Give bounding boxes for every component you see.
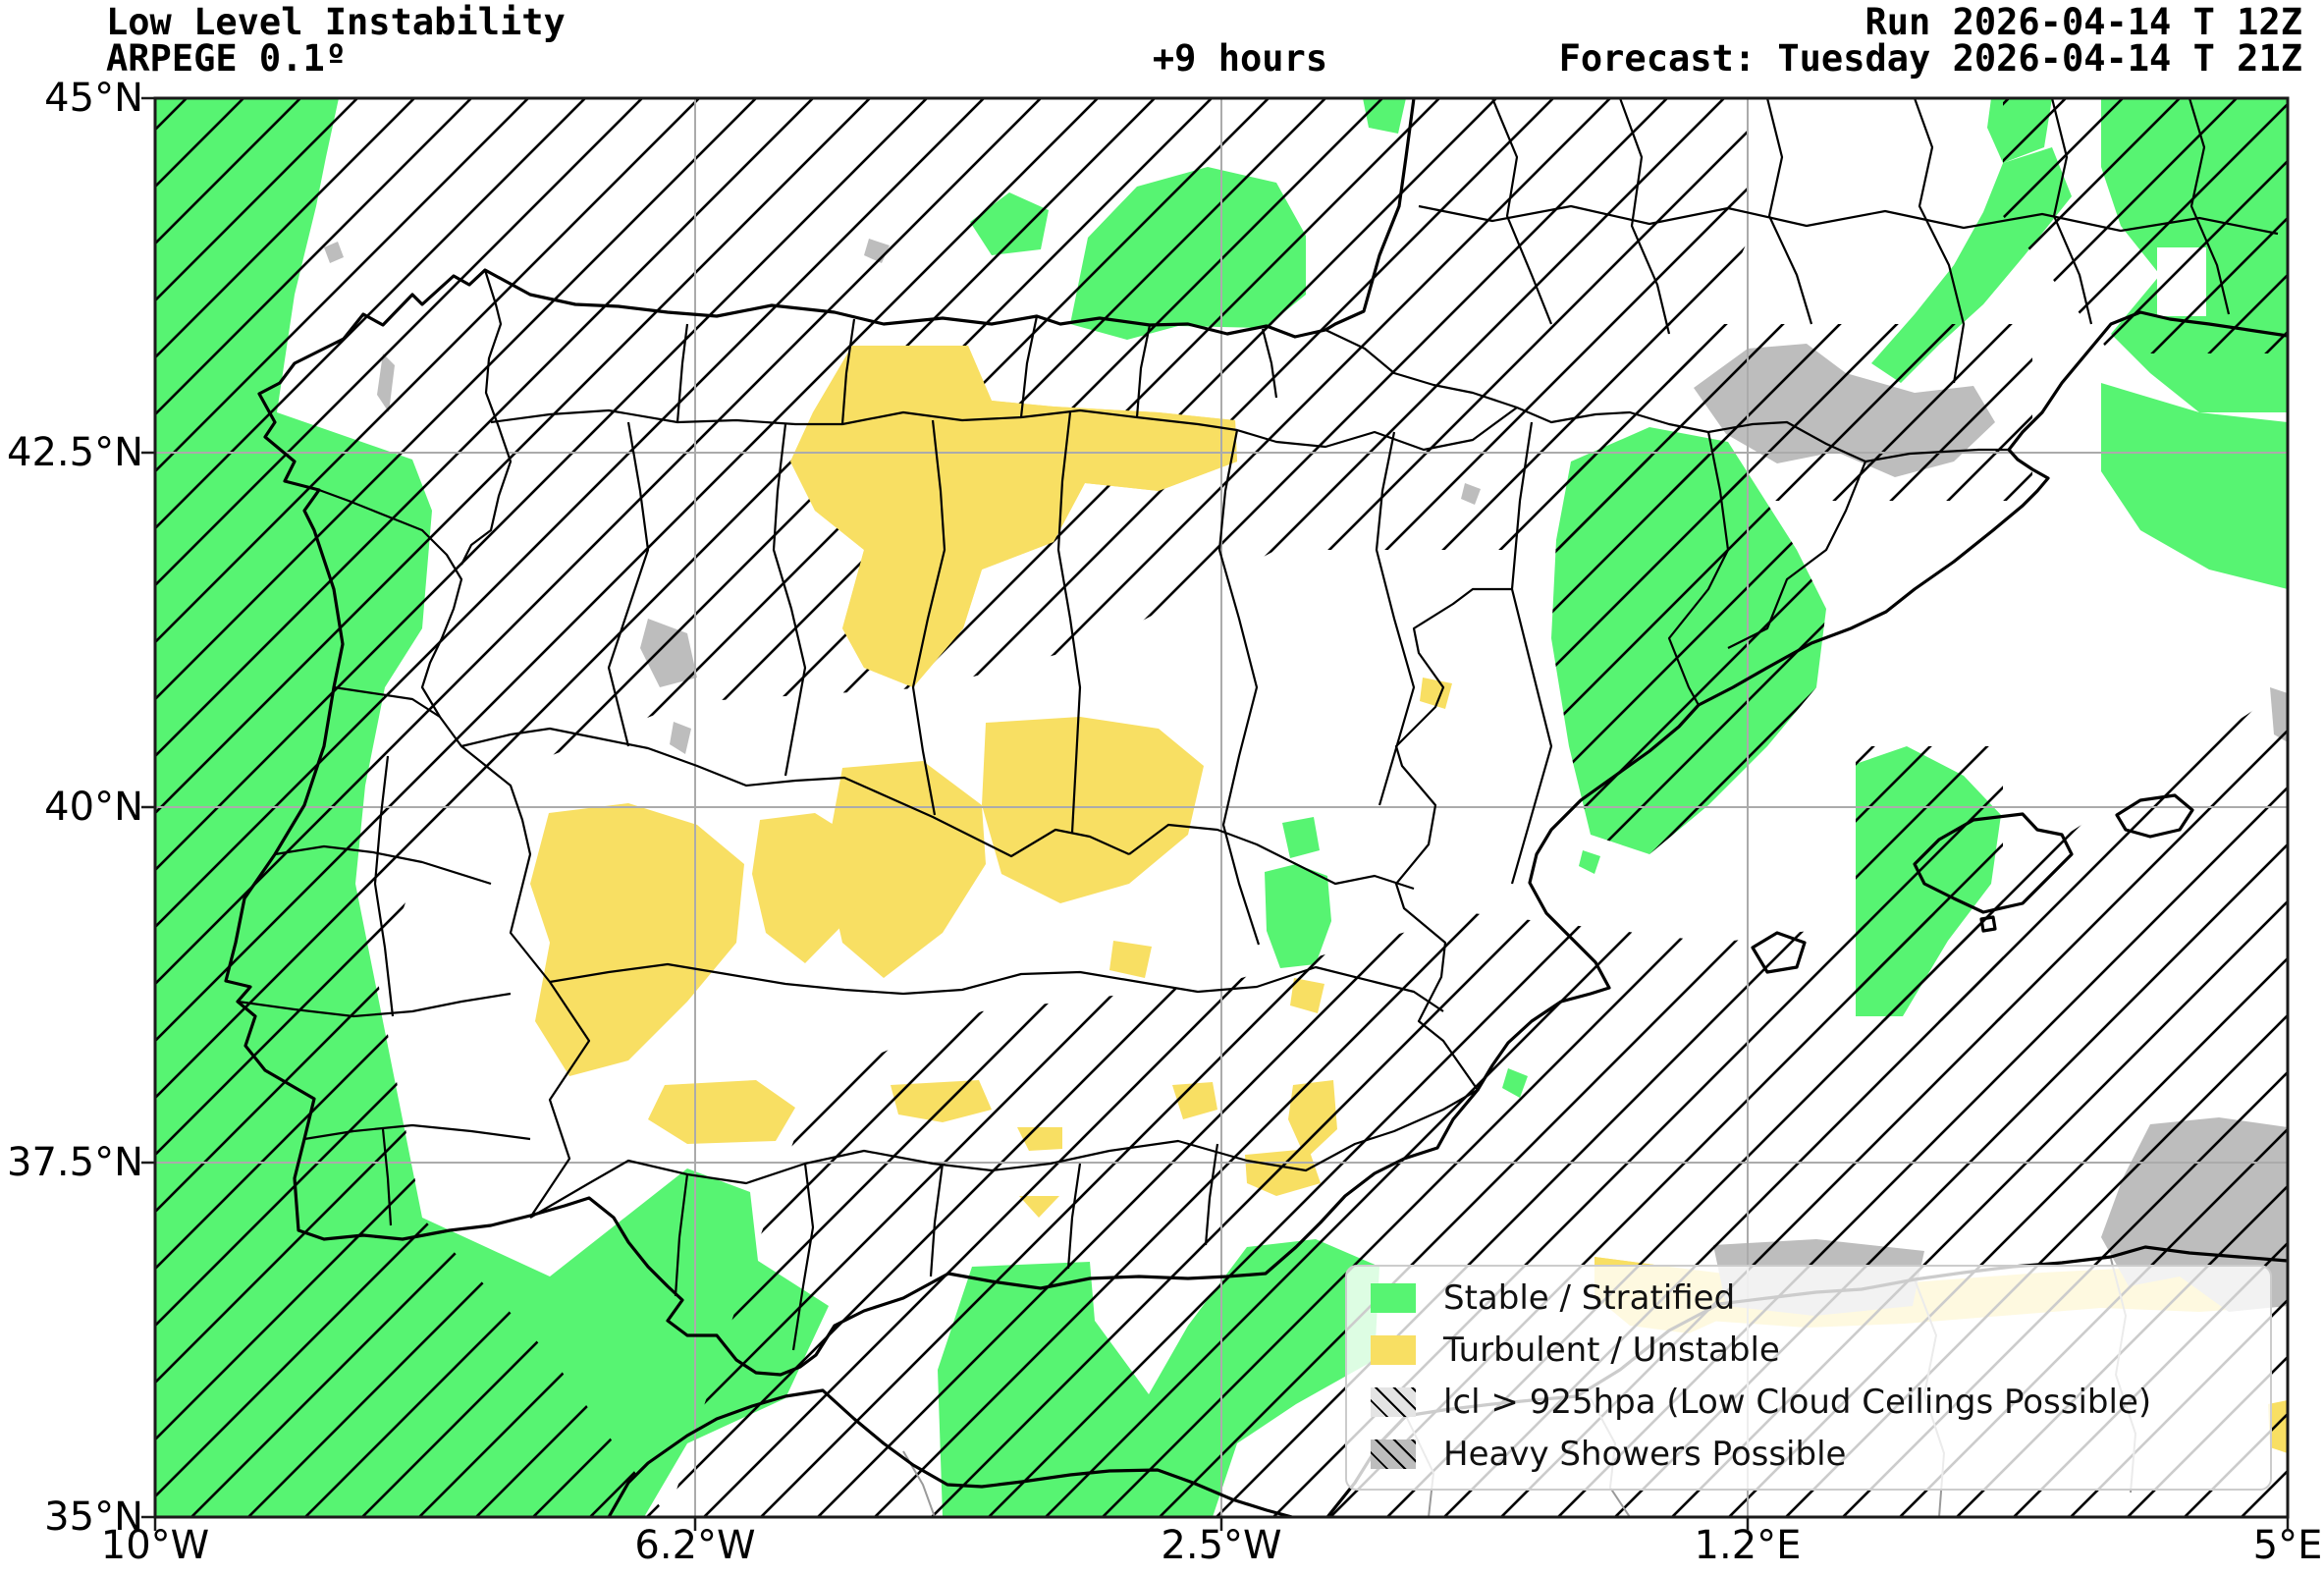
turbulent-swatch [1371, 1335, 1416, 1365]
ytick-40n: 40°N [44, 785, 143, 830]
turbulent-region-top [790, 346, 1237, 687]
legend-item-lcl: lcl > 925hpa (Low Cloud Ceilings Possibl… [1371, 1383, 2270, 1422]
legend-label: Stable / Stratified [1443, 1278, 1736, 1318]
run-label: Run 2026-04-14 T 12Z [1865, 1, 2302, 43]
legend-item-stable: Stable / Stratified [1371, 1278, 2270, 1318]
admin-borders [237, 98, 2279, 1351]
ytick-35n: 35°N [44, 1494, 143, 1540]
plot-frame [153, 96, 2290, 1519]
xtick-10w: 10°W [100, 1523, 210, 1568]
xtick-6-2w: 6.2°W [634, 1523, 756, 1568]
ytick-37-5n: 37.5°N [7, 1140, 143, 1185]
coastline [224, 98, 2288, 1517]
xtick-2-5w: 2.5°W [1161, 1523, 1282, 1568]
heavy-showers-swatch [1371, 1439, 1416, 1469]
legend-item-turbulent: Turbulent / Unstable [1371, 1331, 2270, 1370]
xtick-1-2e: 1.2°E [1694, 1523, 1802, 1568]
xtick-5e: 5°E [2252, 1523, 2323, 1568]
lcl-hatch-swatch [1371, 1387, 1416, 1417]
legend-label: lcl > 925hpa (Low Cloud Ceilings Possibl… [1443, 1383, 2152, 1422]
axis-ticks [141, 96, 2290, 1531]
ytick-42-5n: 42.5°N [7, 430, 143, 475]
model-subtitle: ARPEGE 0.1º [106, 37, 348, 80]
legend-item-heavy-showers: Heavy Showers Possible [1371, 1435, 2270, 1474]
ytick-45n: 45°N [44, 76, 143, 121]
stable-swatch [1371, 1283, 1416, 1313]
page-title: Low Level Instability [106, 1, 566, 43]
legend-label: Turbulent / Unstable [1443, 1331, 1780, 1370]
forecast-label: Forecast: Tuesday 2026-04-14 T 21Z [1558, 37, 2302, 80]
legend-label: Heavy Showers Possible [1443, 1435, 1847, 1474]
legend: Stable / Stratified Turbulent / Unstable… [1345, 1265, 2272, 1491]
lead-time-label: +9 hours [1152, 37, 1328, 80]
